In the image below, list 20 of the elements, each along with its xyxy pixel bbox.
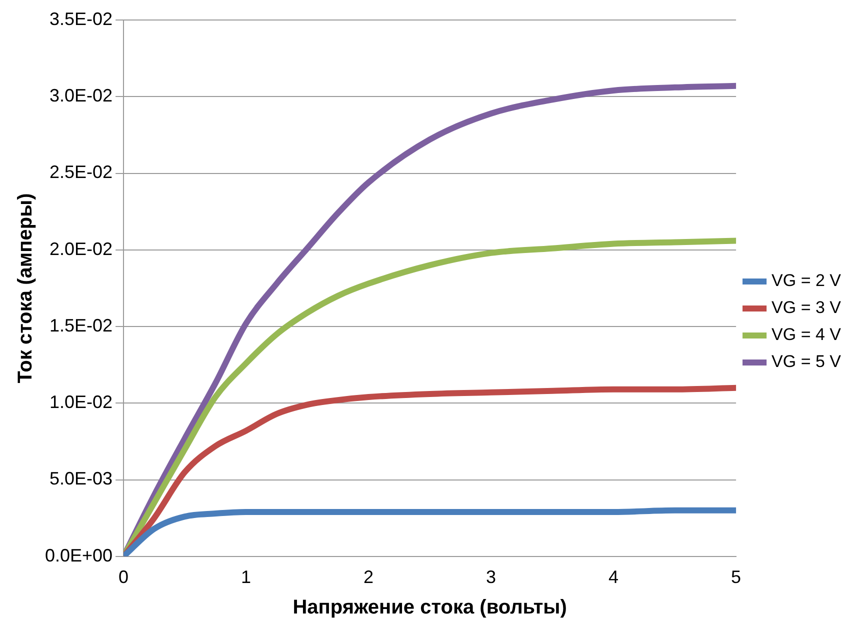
x-axis-title: Напряжение стока (вольты)	[292, 596, 567, 619]
legend-label: VG = 3 V	[772, 298, 842, 318]
legend-label: VG = 4 V	[772, 325, 842, 344]
y-axis-title: Ток стока (амперы)	[14, 193, 37, 384]
legend-label: VG = 5 V	[772, 352, 842, 372]
y-tick-label: 1.5E-02	[50, 315, 113, 336]
y-tick-label: 3.5E-02	[50, 8, 113, 29]
y-tick-label: 0.0E+00	[45, 545, 113, 566]
legend-label: VG = 2 V	[772, 271, 842, 290]
y-tick-label: 2.0E-02	[50, 238, 113, 259]
y-tick-label: 3.0E-02	[50, 86, 113, 106]
y-tick-label: 2.5E-02	[50, 162, 113, 182]
x-tick-label: 3	[486, 567, 496, 588]
x-tick-label: 2	[364, 567, 374, 588]
x-tick-label: 5	[731, 567, 742, 588]
x-tick-label: 4	[608, 567, 619, 588]
y-tick-label: 5.0E-03	[50, 468, 113, 489]
y-tick-label: 1.0E-02	[50, 392, 113, 412]
x-tick-label: 0	[118, 567, 129, 588]
x-tick-label: 1	[241, 567, 252, 588]
